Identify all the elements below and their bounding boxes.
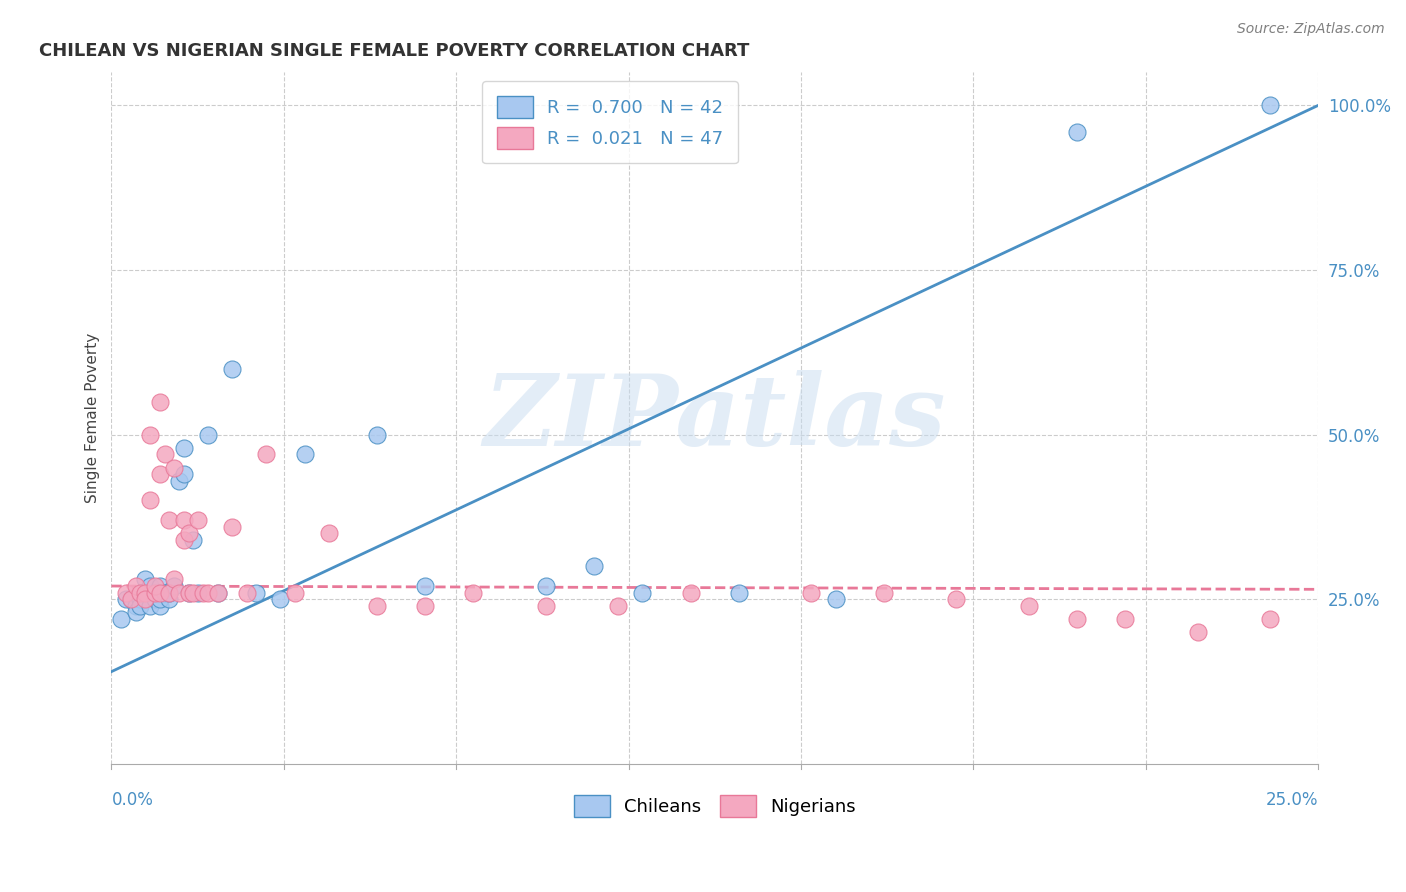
Text: Source: ZipAtlas.com: Source: ZipAtlas.com <box>1237 22 1385 37</box>
Point <box>149 394 172 409</box>
Point <box>1187 625 1209 640</box>
Point <box>177 526 200 541</box>
Point <box>183 533 205 547</box>
Point <box>143 579 166 593</box>
Point <box>134 585 156 599</box>
Point <box>197 427 219 442</box>
Point <box>284 585 307 599</box>
Point <box>110 612 132 626</box>
Point <box>120 592 142 607</box>
Point <box>191 585 214 599</box>
Point <box>163 573 186 587</box>
Point <box>207 585 229 599</box>
Point <box>207 585 229 599</box>
Point <box>269 592 291 607</box>
Point <box>134 573 156 587</box>
Point <box>149 579 172 593</box>
Point <box>157 592 180 607</box>
Point <box>143 585 166 599</box>
Point <box>728 585 751 599</box>
Point <box>187 513 209 527</box>
Point <box>221 361 243 376</box>
Point <box>583 559 606 574</box>
Point <box>187 585 209 599</box>
Point <box>157 585 180 599</box>
Point <box>124 579 146 593</box>
Point <box>120 592 142 607</box>
Point <box>413 579 436 593</box>
Point <box>149 585 172 599</box>
Legend: Chileans, Nigerians: Chileans, Nigerians <box>567 788 863 824</box>
Point <box>1114 612 1136 626</box>
Point <box>1066 612 1088 626</box>
Point <box>221 520 243 534</box>
Point <box>124 606 146 620</box>
Point <box>149 592 172 607</box>
Point <box>153 585 176 599</box>
Point <box>1066 125 1088 139</box>
Point <box>1018 599 1040 613</box>
Point <box>366 427 388 442</box>
Point <box>463 585 485 599</box>
Point <box>139 579 162 593</box>
Point <box>173 513 195 527</box>
Point <box>115 585 138 599</box>
Point <box>134 585 156 599</box>
Point <box>173 441 195 455</box>
Point <box>157 585 180 599</box>
Point <box>824 592 846 607</box>
Point <box>153 585 176 599</box>
Text: 0.0%: 0.0% <box>111 791 153 809</box>
Point <box>318 526 340 541</box>
Point <box>143 585 166 599</box>
Point <box>873 585 896 599</box>
Point <box>1258 98 1281 112</box>
Point <box>197 585 219 599</box>
Point <box>413 599 436 613</box>
Point <box>129 599 152 613</box>
Point <box>534 599 557 613</box>
Point <box>149 599 172 613</box>
Point <box>115 592 138 607</box>
Point <box>173 467 195 481</box>
Point <box>177 585 200 599</box>
Point <box>129 592 152 607</box>
Point <box>177 585 200 599</box>
Point <box>254 447 277 461</box>
Point <box>139 599 162 613</box>
Point <box>167 474 190 488</box>
Point <box>153 447 176 461</box>
Point <box>294 447 316 461</box>
Point <box>679 585 702 599</box>
Point <box>163 460 186 475</box>
Point <box>534 579 557 593</box>
Text: 25.0%: 25.0% <box>1265 791 1319 809</box>
Point <box>149 467 172 481</box>
Text: ZIPatlas: ZIPatlas <box>484 370 946 467</box>
Point <box>139 493 162 508</box>
Point <box>134 592 156 607</box>
Point <box>129 585 152 599</box>
Point <box>631 585 654 599</box>
Point <box>139 427 162 442</box>
Y-axis label: Single Female Poverty: Single Female Poverty <box>86 333 100 503</box>
Point <box>366 599 388 613</box>
Point <box>124 599 146 613</box>
Point <box>245 585 267 599</box>
Point <box>143 592 166 607</box>
Point <box>173 533 195 547</box>
Point <box>235 585 257 599</box>
Point <box>183 585 205 599</box>
Point <box>167 585 190 599</box>
Point <box>945 592 967 607</box>
Point <box>157 513 180 527</box>
Point <box>1258 612 1281 626</box>
Point <box>163 579 186 593</box>
Point <box>607 599 630 613</box>
Point <box>800 585 823 599</box>
Text: CHILEAN VS NIGERIAN SINGLE FEMALE POVERTY CORRELATION CHART: CHILEAN VS NIGERIAN SINGLE FEMALE POVERT… <box>39 42 749 60</box>
